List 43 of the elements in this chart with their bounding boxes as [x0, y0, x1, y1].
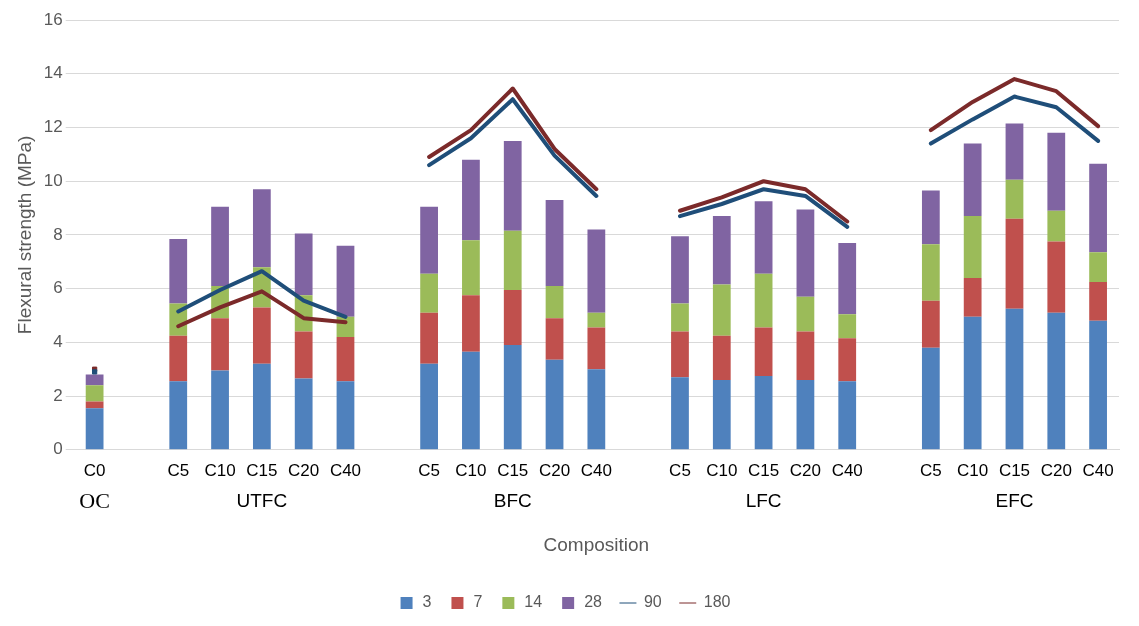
x-tick-label: C5: [167, 460, 190, 480]
x-tick-label: C40: [831, 460, 863, 480]
text: BFC: [493, 490, 532, 512]
x-tick-label: C10: [455, 460, 487, 480]
x-tick-label: C40: [580, 460, 612, 480]
x-tick-label: C10: [706, 460, 738, 480]
x-tick-label: C20: [1040, 460, 1072, 480]
x-tick-label: C20: [538, 460, 571, 480]
y-tick-label: 14: [43, 63, 63, 83]
x-tick-label: C0: [83, 460, 106, 480]
y-tick-label: 2: [53, 385, 63, 405]
x-axis-title: Composition: [543, 533, 650, 555]
y-tick-label: 4: [53, 332, 63, 352]
y-tick-label: 8: [53, 224, 63, 244]
text: LFC: [745, 490, 782, 512]
y-tick-label: 16: [43, 9, 63, 29]
x-tick-label: C5: [418, 460, 440, 480]
legend-label: 90: [643, 593, 662, 611]
legend-label: 28: [584, 593, 603, 611]
text: EFC: [995, 490, 1034, 512]
x-tick-label: C5: [919, 460, 942, 480]
legend-label: 180: [703, 593, 731, 611]
x-tick-label: C40: [329, 460, 362, 480]
y-axis-title: Flexural strength (MPa): [13, 135, 35, 335]
legend-label: 3: [422, 593, 432, 611]
x-tick-label: C20: [789, 460, 822, 480]
y-tick-label: 10: [43, 170, 63, 190]
x-tick-label: C15: [246, 460, 278, 480]
x-tick-label: C5: [669, 460, 691, 480]
x-tick-label: C15: [497, 460, 529, 480]
x-tick-label: C20: [288, 460, 320, 480]
x-tick-label: C15: [998, 460, 1031, 480]
y-tick-label: 0: [53, 439, 63, 459]
y-tick-label: 12: [43, 117, 63, 137]
legend-label: 14: [524, 593, 543, 611]
y-tick-label: 6: [53, 278, 63, 298]
x-tick-label: C15: [748, 460, 780, 480]
x-tick-label: C40: [1082, 460, 1114, 480]
text: UTFC: [236, 490, 288, 512]
text: OC: [79, 487, 110, 513]
x-tick-label: C10: [204, 460, 236, 480]
legend-label: 7: [473, 593, 483, 611]
x-tick-label: C10: [957, 460, 989, 480]
